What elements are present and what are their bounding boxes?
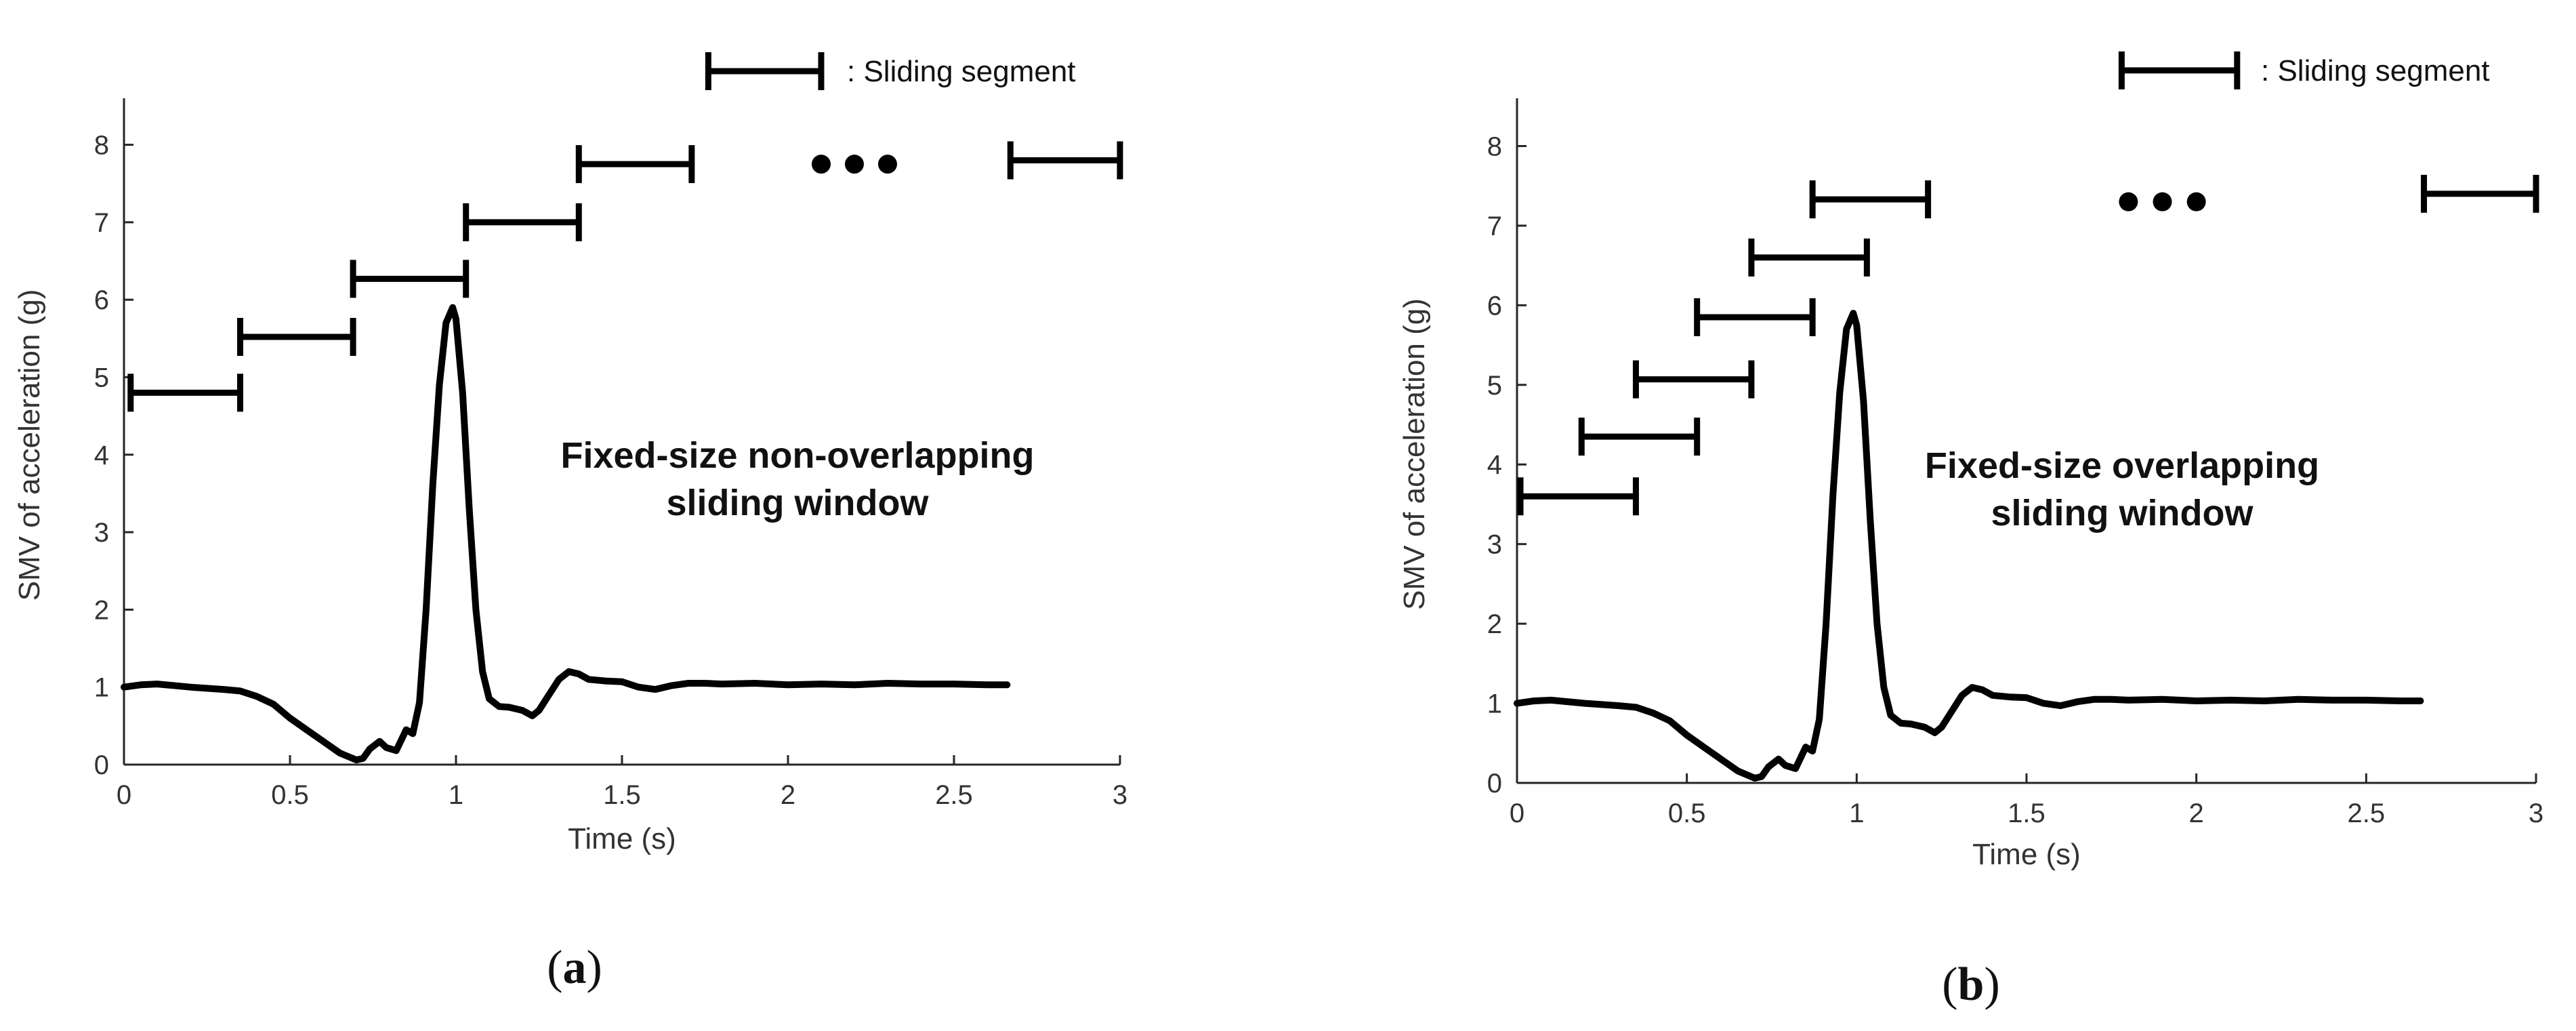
x-tick-label: 0 bbox=[117, 780, 131, 810]
sliding-segment bbox=[1694, 298, 1816, 336]
y-tick-label: 6 bbox=[94, 285, 109, 315]
annotation-line: sliding window bbox=[1991, 493, 2254, 533]
panel-label-open: ( bbox=[1942, 958, 1957, 1011]
y-tick-label: 0 bbox=[94, 750, 109, 780]
ellipsis-dot bbox=[845, 155, 864, 174]
y-tick-label: 7 bbox=[94, 208, 109, 238]
panel-label-close: ) bbox=[587, 942, 602, 994]
y-tick-label: 1 bbox=[1487, 689, 1502, 719]
x-tick-label: 1 bbox=[449, 780, 463, 810]
sliding-segment bbox=[1578, 418, 1701, 456]
x-tick-label: 1.5 bbox=[2008, 798, 2045, 828]
y-tick-label: 8 bbox=[94, 131, 109, 161]
legend-marker bbox=[2118, 51, 2241, 89]
y-tick-label: 4 bbox=[1487, 450, 1502, 480]
ellipsis-dot bbox=[2186, 192, 2206, 211]
x-tick-label: 2.5 bbox=[935, 780, 973, 810]
y-tick-label: 6 bbox=[1487, 291, 1502, 321]
legend-label: : Sliding segment bbox=[2261, 54, 2490, 87]
y-tick-label: 2 bbox=[1487, 609, 1502, 639]
y-axis-title: SMV of acceleration (g) bbox=[1398, 298, 1431, 610]
sliding-segment bbox=[575, 145, 695, 184]
ellipsis-dot bbox=[812, 155, 831, 174]
y-tick-label: 2 bbox=[94, 595, 109, 625]
series-line-smv bbox=[1514, 310, 2424, 782]
y-tick-label: 8 bbox=[1487, 132, 1502, 161]
x-tick-label: 3 bbox=[1113, 780, 1127, 810]
ellipsis-dot bbox=[2119, 192, 2138, 211]
x-tick-label: 2 bbox=[781, 780, 795, 810]
sliding-segment bbox=[1632, 360, 1755, 399]
sliding-segment bbox=[1517, 477, 1639, 516]
x-tick-label: 0.5 bbox=[271, 780, 309, 810]
sliding-segment bbox=[237, 318, 356, 357]
annotation-line: Fixed-size non-overlapping bbox=[560, 435, 1034, 476]
y-axis-title: SMV of acceleration (g) bbox=[13, 289, 46, 601]
sliding-segment bbox=[463, 203, 582, 241]
x-tick-label: 1 bbox=[1849, 798, 1864, 828]
x-tick-label: 3 bbox=[2529, 798, 2543, 828]
y-tick-label: 1 bbox=[94, 673, 109, 703]
y-tick-label: 3 bbox=[1487, 530, 1502, 560]
series-line-smv bbox=[121, 304, 1011, 764]
legend-marker bbox=[705, 52, 825, 90]
x-tick-label: 0.5 bbox=[1668, 798, 1706, 828]
y-tick-label: 4 bbox=[94, 441, 109, 470]
x-tick-label: 2 bbox=[2189, 798, 2204, 828]
x-tick-label: 0 bbox=[1510, 798, 1524, 828]
legend-label: : Sliding segment bbox=[847, 55, 1076, 88]
sliding-segment bbox=[1007, 141, 1123, 180]
annotation-line: sliding window bbox=[667, 483, 930, 523]
panel-label-open: ( bbox=[547, 942, 562, 994]
y-tick-label: 7 bbox=[1487, 211, 1502, 241]
x-tick-label: 2.5 bbox=[2348, 798, 2386, 828]
y-tick-label: 3 bbox=[94, 518, 109, 548]
x-axis-title: Time (s) bbox=[1972, 838, 2081, 871]
panel-label: (b) bbox=[1942, 958, 2000, 1011]
ellipsis-dot bbox=[878, 155, 897, 174]
panel-b: 0 0.5 1 1.5 2 2.5 3 0 1 2 3 4 5 6 7 8 Time (s) SMV of acc… bbox=[1398, 51, 2543, 1011]
y-tick-label: 5 bbox=[94, 363, 109, 392]
sliding-segment bbox=[2421, 174, 2539, 213]
sliding-segment bbox=[1748, 238, 1870, 277]
panel-label-close: ) bbox=[1984, 958, 1999, 1011]
sliding-segment bbox=[127, 373, 243, 412]
panel-label-letter: a bbox=[563, 942, 587, 994]
x-tick-label: 1.5 bbox=[603, 780, 641, 810]
y-tick-label: 0 bbox=[1487, 769, 1502, 798]
ellipsis-dot bbox=[2153, 192, 2172, 211]
panel-a: 0 0.5 1 1.5 2 2.5 3 0 1 2 3 4 5 6 7 8 Time (s) SMV of acc… bbox=[13, 52, 1127, 994]
sliding-segment bbox=[1809, 180, 1932, 219]
sliding-segment bbox=[350, 260, 470, 298]
x-axis-title: Time (s) bbox=[568, 822, 676, 855]
annotation-line: Fixed-size overlapping bbox=[1925, 445, 2319, 486]
panel-label-letter: b bbox=[1958, 958, 1985, 1011]
y-tick-label: 5 bbox=[1487, 371, 1502, 401]
panel-label: (a) bbox=[547, 942, 602, 994]
